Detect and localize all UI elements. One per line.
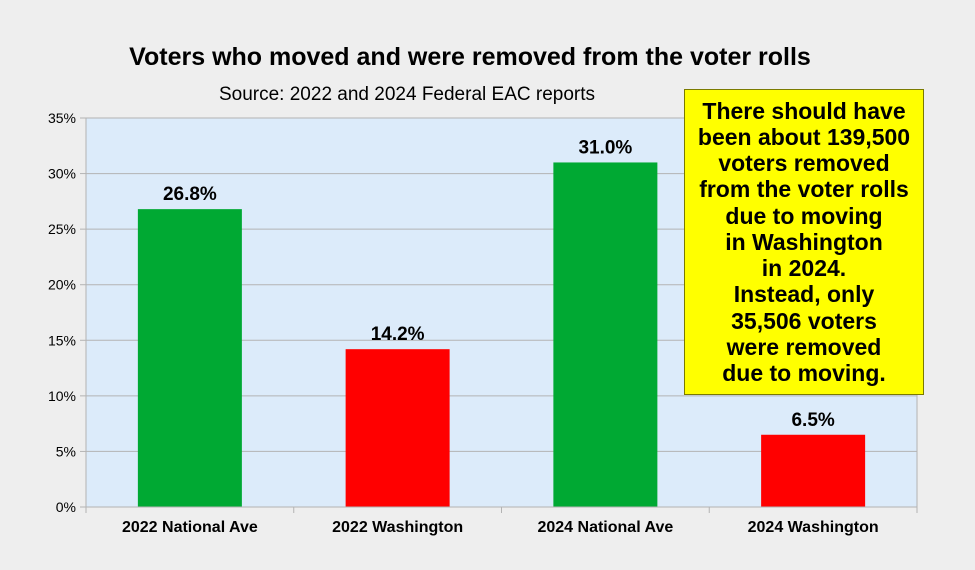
y-tick-label: 5% [56, 443, 76, 459]
y-tick-label: 25% [48, 221, 76, 237]
annotation-line: There should have [702, 97, 906, 124]
bars [137, 162, 866, 507]
annotation-line: been about 139,500 [697, 124, 911, 151]
annotation-line: Instead, only [733, 281, 875, 308]
bar [553, 162, 658, 507]
data-label: 6.5% [791, 410, 834, 431]
annotation-line: voters removed [718, 150, 890, 177]
x-tick-label: 2024 Washington [748, 519, 879, 536]
chart-subtitle: Source: 2022 and 2024 Federal EAC report… [219, 84, 595, 105]
bar [137, 209, 242, 507]
annotation-line: in 2024. [761, 255, 847, 282]
annotation-line: were removed [726, 333, 882, 360]
x-tick-label: 2022 National Ave [122, 519, 258, 536]
data-label: 14.2% [371, 324, 425, 345]
annotation-box: There should have been about 139,500 voter… [684, 89, 924, 395]
y-tick-label: 20% [48, 277, 76, 293]
y-tick-label: 0% [56, 499, 76, 515]
x-tick-label: 2024 National Ave [537, 519, 673, 536]
bar [761, 434, 866, 507]
data-label: 26.8% [163, 184, 217, 205]
annotation-line: in Washington [725, 228, 883, 255]
annotation-line: due to moving [725, 202, 883, 229]
y-tick-label: 15% [48, 332, 76, 348]
y-tick-label: 30% [48, 166, 76, 182]
annotation-line: 35,506 voters [731, 307, 877, 334]
data-label: 31.0% [578, 137, 632, 158]
axes: 0% 5% 10% 15% 20% 25% 30% 35% 2022 National Ave 2… [48, 110, 918, 536]
annotation-line: due to moving. [722, 359, 886, 386]
annotation-line: from the voter rolls [699, 176, 909, 203]
data-labels: 26.8% 14.2% 31.0% 6.5% [163, 137, 835, 430]
y-tick-label: 10% [48, 388, 76, 404]
y-tick-label: 35% [48, 110, 76, 126]
chart-title: Voters who moved and were removed from t… [129, 43, 811, 71]
bar [345, 349, 450, 507]
x-tick-label: 2022 Washington [332, 519, 463, 536]
